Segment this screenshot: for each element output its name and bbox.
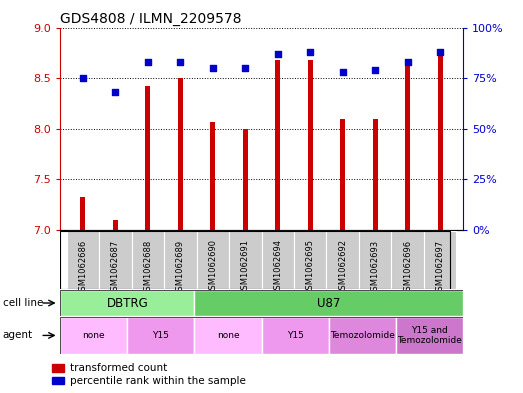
Bar: [210, 121, 215, 230]
Point: [371, 67, 379, 73]
FancyBboxPatch shape: [195, 290, 463, 316]
FancyBboxPatch shape: [195, 317, 262, 354]
Text: GSM1062696: GSM1062696: [403, 239, 412, 296]
Bar: [275, 60, 280, 230]
Text: agent: agent: [3, 331, 33, 340]
FancyBboxPatch shape: [262, 231, 294, 289]
Point: [176, 59, 185, 65]
Text: GSM1062690: GSM1062690: [208, 239, 217, 296]
FancyBboxPatch shape: [294, 231, 326, 289]
Bar: [51, 364, 64, 371]
FancyBboxPatch shape: [60, 317, 127, 354]
FancyBboxPatch shape: [328, 317, 396, 354]
FancyBboxPatch shape: [164, 231, 197, 289]
FancyBboxPatch shape: [326, 231, 359, 289]
Text: Y15: Y15: [152, 331, 169, 340]
FancyBboxPatch shape: [127, 317, 195, 354]
Text: percentile rank within the sample: percentile rank within the sample: [70, 376, 246, 386]
Point: [338, 69, 347, 75]
Text: none: none: [217, 331, 239, 340]
Bar: [81, 196, 85, 230]
Text: GSM1062687: GSM1062687: [111, 239, 120, 296]
Bar: [373, 119, 378, 230]
Bar: [51, 377, 64, 384]
Point: [144, 59, 152, 65]
FancyBboxPatch shape: [391, 231, 424, 289]
Text: GSM1062694: GSM1062694: [273, 239, 282, 296]
Point: [403, 59, 412, 65]
Text: GSM1062693: GSM1062693: [371, 239, 380, 296]
Text: Temozolomide: Temozolomide: [329, 331, 395, 340]
Point: [436, 49, 445, 55]
Text: none: none: [83, 331, 105, 340]
Bar: [178, 78, 183, 230]
Point: [78, 75, 87, 81]
FancyBboxPatch shape: [396, 317, 463, 354]
Point: [274, 51, 282, 57]
FancyBboxPatch shape: [99, 231, 132, 289]
Point: [209, 65, 217, 71]
Bar: [243, 129, 248, 230]
Text: GSM1062689: GSM1062689: [176, 239, 185, 296]
Bar: [438, 50, 442, 230]
Text: GDS4808 / ILMN_2209578: GDS4808 / ILMN_2209578: [60, 13, 242, 26]
Bar: [145, 86, 150, 230]
Point: [306, 49, 314, 55]
Text: GSM1062691: GSM1062691: [241, 239, 250, 296]
FancyBboxPatch shape: [262, 317, 328, 354]
Text: GSM1062695: GSM1062695: [306, 239, 315, 296]
FancyBboxPatch shape: [60, 290, 195, 316]
Text: cell line: cell line: [3, 298, 43, 308]
FancyBboxPatch shape: [132, 231, 164, 289]
Bar: [113, 220, 118, 230]
FancyBboxPatch shape: [66, 231, 99, 289]
Bar: [405, 63, 410, 230]
FancyBboxPatch shape: [197, 231, 229, 289]
Text: U87: U87: [317, 296, 340, 310]
Text: Y15 and
Temozolomide: Y15 and Temozolomide: [397, 326, 462, 345]
Text: DBTRG: DBTRG: [106, 296, 148, 310]
FancyBboxPatch shape: [359, 231, 391, 289]
Text: GSM1062688: GSM1062688: [143, 239, 152, 296]
Bar: [308, 60, 313, 230]
Bar: [340, 119, 345, 230]
Point: [111, 89, 120, 95]
Text: GSM1062686: GSM1062686: [78, 239, 87, 296]
FancyBboxPatch shape: [229, 231, 262, 289]
Text: Y15: Y15: [287, 331, 303, 340]
Point: [241, 65, 249, 71]
Text: transformed count: transformed count: [70, 363, 167, 373]
Text: GSM1062697: GSM1062697: [436, 239, 445, 296]
Text: GSM1062692: GSM1062692: [338, 239, 347, 296]
FancyBboxPatch shape: [424, 231, 457, 289]
